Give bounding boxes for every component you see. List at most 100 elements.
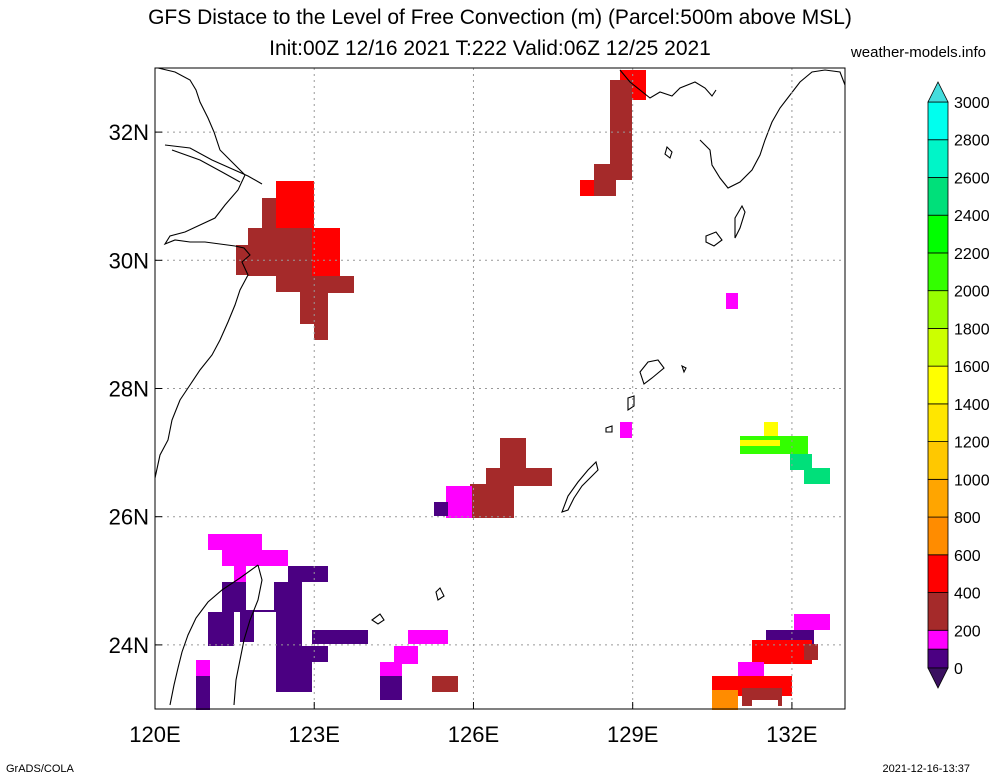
- tick-label-lon: 129E: [607, 722, 658, 747]
- colorbar-segment: [927, 290, 949, 329]
- shaded-cell: [764, 422, 778, 436]
- shaded-cell: [208, 534, 262, 550]
- tick-label-lat: 28N: [109, 377, 149, 402]
- shaded-cell: [752, 640, 812, 664]
- shaded-cell: [794, 614, 830, 630]
- shaded-cell: [434, 502, 448, 516]
- colorbar-label: 2600: [954, 170, 990, 187]
- shaded-cell: [276, 662, 312, 692]
- colorbar-label: 1800: [954, 321, 990, 338]
- shaded-cell: [712, 690, 738, 710]
- tick-label-lon: 132E: [766, 722, 817, 747]
- colorbar-segment: [927, 478, 949, 518]
- shaded-cell: [804, 644, 818, 660]
- shaded-cell: [380, 662, 402, 678]
- shaded-cell: [394, 646, 418, 664]
- footer-timestamp: 2021-12-16-13:37: [882, 763, 970, 775]
- tick-label-lat: 24N: [109, 633, 149, 658]
- island-jeju: [664, 145, 673, 159]
- shaded-cell: [610, 80, 632, 180]
- shaded-cell: [790, 454, 812, 470]
- colorbar-segment: [927, 365, 949, 405]
- shaded-cell: [196, 676, 210, 710]
- taiwan-coast: [169, 564, 263, 706]
- shaded-cell: [432, 676, 458, 692]
- tick-label-lat: 30N: [109, 248, 149, 273]
- shaded-cell: [236, 245, 250, 275]
- colorbar-segment: [927, 101, 949, 141]
- colorbar-label: 1000: [954, 472, 990, 489]
- colorbar-label: 200: [954, 623, 981, 640]
- island-yakushima: [705, 231, 723, 247]
- shaded-cell: [620, 422, 632, 438]
- yangtze-estuary: [164, 144, 263, 185]
- colorbar-label: 2200: [954, 246, 990, 263]
- shaded-cell: [300, 290, 328, 324]
- island-amami: [639, 359, 665, 385]
- shaded-cell: [740, 440, 780, 446]
- coastlines: [154, 67, 846, 706]
- island-ishigaki: [371, 613, 385, 625]
- coastline-korea-south: [619, 69, 717, 99]
- shaded-cell: [276, 612, 302, 646]
- colorbar-segment: [927, 214, 949, 254]
- tick-label-lat: 26N: [109, 505, 149, 530]
- shaded-cell: [276, 646, 328, 662]
- shaded-cell: [288, 566, 328, 582]
- colorbar-label: 1200: [954, 435, 990, 452]
- colorbar-label: 600: [954, 548, 981, 565]
- colorbar-label: 400: [954, 586, 981, 603]
- unshaded-cell: [752, 700, 778, 710]
- shaded-cell: [326, 276, 354, 293]
- colorbar-label: 2800: [954, 133, 990, 150]
- colorbar-segment: [927, 252, 949, 292]
- island-okinawa: [561, 460, 599, 513]
- shaded-cell: [446, 486, 472, 518]
- tick-label-lon: 123E: [289, 722, 340, 747]
- graticule: [154, 68, 845, 709]
- title-line-1: GFS Distace to the Level of Free Convect…: [148, 6, 852, 29]
- shaded-cell: [486, 468, 552, 486]
- colorbar-segment-lowest: [927, 648, 949, 669]
- tick-label-lon: 126E: [448, 722, 499, 747]
- island-daito: [681, 364, 687, 374]
- title-line-2: Init:00Z 12/16 2021 T:222 Valid:06Z 12/2…: [269, 37, 711, 60]
- colorbar-segment: [927, 592, 949, 631]
- colorbar-under-triangle: [927, 667, 949, 689]
- colorbar-segment: [927, 516, 949, 556]
- colorbar-segment: [927, 139, 949, 178]
- island-tanegashima: [734, 204, 746, 239]
- tick-label-lat: 32N: [109, 120, 149, 145]
- shaded-cell: [380, 676, 402, 700]
- footer-software-credit: GrADS/COLA: [6, 763, 74, 775]
- tick-label-lon: 120E: [129, 722, 180, 747]
- island-small-1: [605, 425, 613, 433]
- shaded-cell: [804, 468, 830, 484]
- colorbar-label: 3000: [954, 95, 990, 112]
- colorbar-label: 1400: [954, 397, 990, 414]
- field-shading: [196, 70, 830, 710]
- shaded-cell: [314, 320, 328, 340]
- colorbar-over-triangle: [927, 81, 949, 103]
- shaded-cell: [196, 660, 210, 676]
- site-credit: weather-models.info: [850, 44, 986, 61]
- colorbar-label: 2400: [954, 208, 990, 225]
- axis-ticks: 120E 123E 126E 129E 132E 24N 26N 28N 30N 32N: [109, 120, 818, 747]
- shaded-cell: [580, 180, 594, 196]
- shaded-cell: [208, 612, 234, 646]
- colorbar-label: 2000: [954, 284, 990, 301]
- colorbar-segment: [927, 554, 949, 593]
- shaded-cell: [222, 550, 288, 566]
- shaded-cell: [470, 484, 514, 518]
- shaded-cell: [408, 630, 448, 644]
- island-miyako: [435, 587, 445, 601]
- colorbar-label: 800: [954, 510, 981, 527]
- colorbar-label: 1600: [954, 359, 990, 376]
- shaded-cell: [312, 228, 340, 276]
- coastline-kyushu: [699, 69, 846, 189]
- colorbar-segment: [927, 441, 949, 480]
- shaded-cell: [500, 438, 526, 470]
- shaded-cell: [594, 164, 616, 196]
- colorbar-segment: [927, 403, 949, 443]
